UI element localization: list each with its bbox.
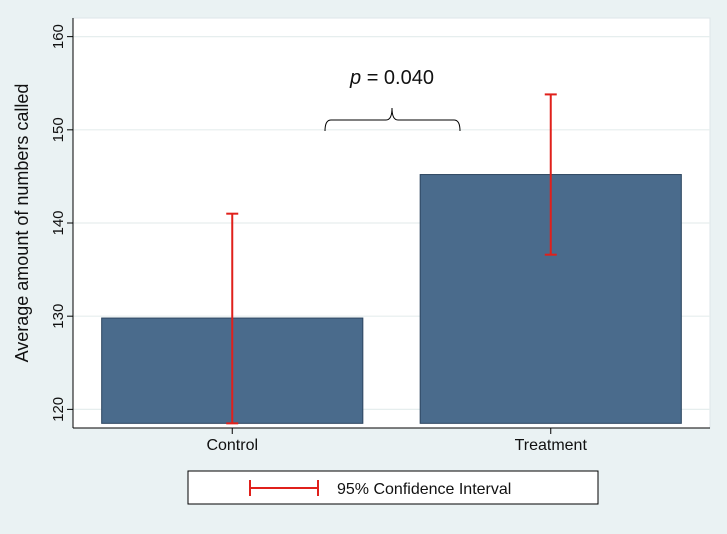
y-axis-label: Average amount of numbers called	[12, 84, 32, 363]
y-tick-label-150: 150	[50, 117, 67, 142]
legend-label: 95% Confidence Interval	[337, 481, 511, 498]
y-tick-label-140: 140	[50, 210, 67, 235]
p-value-text: = 0.040	[361, 67, 434, 89]
error-bar-control	[226, 212, 239, 425]
y-tick-label-160: 160	[50, 24, 67, 49]
y-tick-label-120: 120	[50, 397, 67, 422]
x-ticks-group: Control Treatment	[206, 428, 587, 454]
y-ticks-group: 120 130 140 150 160	[50, 24, 73, 422]
p-value-annotation: p = 0.040	[349, 67, 434, 89]
y-tick-label-130: 130	[50, 304, 67, 329]
x-tick-label-treatment: Treatment	[515, 437, 588, 454]
p-value-symbol: p	[349, 67, 361, 89]
error-bar-treatment	[544, 93, 557, 256]
error-bars-group	[226, 93, 557, 425]
significance-bracket	[324, 107, 461, 132]
x-tick-label-control: Control	[206, 437, 258, 454]
legend-ci-symbol	[249, 480, 319, 496]
legend: 95% Confidence Interval	[187, 470, 599, 505]
